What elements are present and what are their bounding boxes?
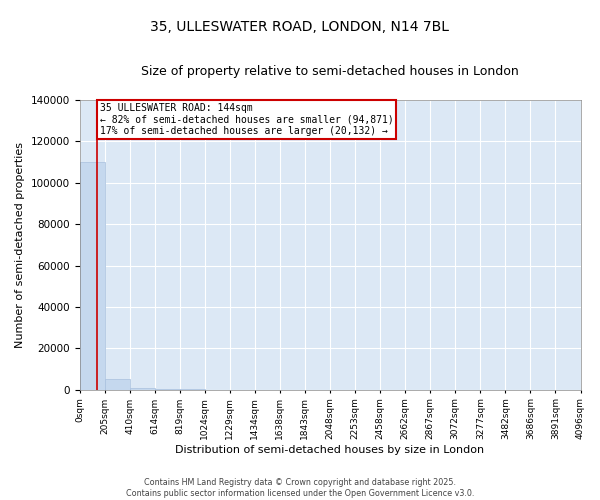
Title: Size of property relative to semi-detached houses in London: Size of property relative to semi-detach… bbox=[141, 65, 519, 78]
Text: Contains HM Land Registry data © Crown copyright and database right 2025.
Contai: Contains HM Land Registry data © Crown c… bbox=[126, 478, 474, 498]
X-axis label: Distribution of semi-detached houses by size in London: Distribution of semi-detached houses by … bbox=[175, 445, 485, 455]
Text: 35 ULLESWATER ROAD: 144sqm
← 82% of semi-detached houses are smaller (94,871)
17: 35 ULLESWATER ROAD: 144sqm ← 82% of semi… bbox=[100, 103, 394, 136]
Text: 35, ULLESWATER ROAD, LONDON, N14 7BL: 35, ULLESWATER ROAD, LONDON, N14 7BL bbox=[151, 20, 449, 34]
Y-axis label: Number of semi-detached properties: Number of semi-detached properties bbox=[15, 142, 25, 348]
Bar bbox=[80, 162, 104, 390]
Bar bbox=[104, 379, 130, 390]
Bar bbox=[155, 389, 179, 390]
Bar bbox=[130, 388, 155, 390]
